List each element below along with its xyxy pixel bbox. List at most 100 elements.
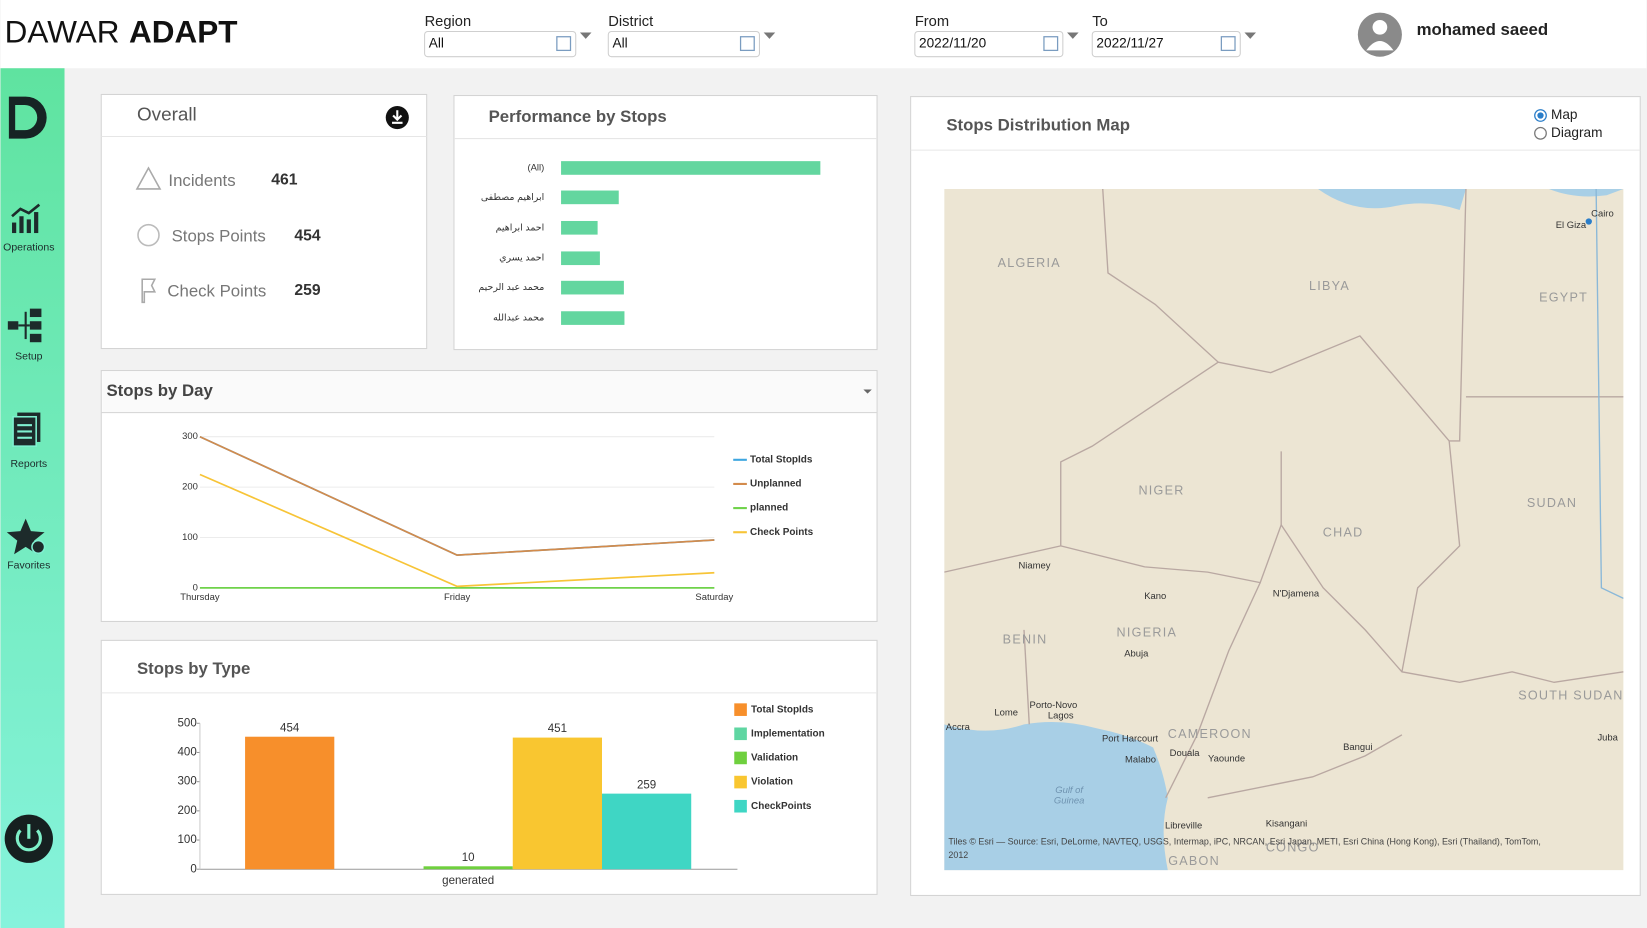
place-label: Juba: [1597, 732, 1618, 743]
y-tick-label: 400: [178, 747, 197, 759]
reports-icon[interactable]: [12, 412, 41, 447]
line-series[interactable]: [199, 473, 715, 588]
dropdown-arrow[interactable]: [763, 32, 776, 39]
brand-word: DAWAR: [5, 14, 120, 50]
y-tick-label: 200: [182, 482, 198, 493]
y-tick-label: 100: [178, 834, 197, 846]
legend-label[interactable]: Total StopIds: [750, 454, 813, 465]
nav-label[interactable]: Favorites: [7, 561, 50, 572]
dropdown-arrow[interactable]: [579, 32, 592, 39]
setup-icon[interactable]: [7, 308, 42, 343]
filter-input[interactable]: [1091, 30, 1241, 58]
legend-label[interactable]: CheckPoints: [751, 801, 812, 812]
map-attribution: 2012: [948, 850, 968, 860]
place-label: Bangui: [1343, 742, 1372, 753]
logo[interactable]: [8, 96, 47, 139]
overall-items: Incidents 461 Stops Points 454 Check Points 2…: [167, 171, 321, 300]
bar[interactable]: [245, 736, 335, 870]
avatar-head: [1372, 19, 1388, 35]
bar[interactable]: [561, 161, 821, 175]
y-tick-label: 500: [178, 717, 197, 729]
legend-swatch: [734, 727, 747, 741]
legend-label[interactable]: Validation: [751, 753, 798, 764]
kpi-label: Stops Points: [172, 227, 266, 246]
country-label: CHAD: [1323, 526, 1364, 540]
y-tick-label: 300: [178, 776, 197, 788]
filter-input[interactable]: [914, 30, 1064, 58]
kpi-label: Incidents: [168, 171, 235, 190]
line-series[interactable]: [199, 435, 715, 556]
radio-label[interactable]: Diagram: [1551, 125, 1603, 140]
legend-label[interactable]: Unplanned: [750, 479, 802, 490]
legend-swatch: [734, 751, 747, 765]
place-label: Accra: [946, 722, 971, 733]
panel-header: [102, 371, 876, 413]
stops-by-day-chart: 0 100 200 300 Thursday Friday Saturday Total St…: [180, 431, 813, 603]
place-label: Malabo: [1125, 755, 1156, 766]
data-label: 454: [280, 722, 300, 734]
avatar-body: [1366, 40, 1394, 51]
borders: [944, 188, 1624, 799]
nav-label[interactable]: Operations: [3, 243, 54, 254]
bar[interactable]: [423, 866, 513, 870]
bar[interactable]: [512, 737, 602, 870]
bar[interactable]: [561, 280, 624, 295]
filter-value: All: [612, 36, 627, 51]
place-label: Gulf of: [1055, 785, 1084, 796]
bar[interactable]: [561, 311, 625, 325]
country-label: NIGER: [1138, 484, 1184, 498]
y-tick-label: 0: [190, 863, 196, 875]
user-name[interactable]: mohamed saeed: [1417, 20, 1549, 39]
nav-label[interactable]: Setup: [15, 352, 43, 363]
panel-menu[interactable]: [863, 389, 872, 394]
filter-input[interactable]: [607, 30, 760, 58]
panel-title: Performance by Stops: [489, 107, 667, 126]
filter-label: To: [1092, 14, 1108, 30]
filter-input[interactable]: [424, 30, 577, 58]
country-label: SUDAN: [1527, 496, 1577, 510]
legend-label[interactable]: Implementation: [751, 728, 825, 739]
radio-button[interactable]: [1534, 126, 1547, 140]
map-attribution: Tiles © Esri — Source: Esri, DeLorme, NA…: [948, 836, 1540, 846]
y-tick-label: 200: [178, 805, 197, 817]
country-label: NIGERIA: [1117, 625, 1178, 639]
dropdown-arrow[interactable]: [1244, 32, 1257, 39]
sidebar-labels: Operations Setup Reports Favorites: [3, 243, 54, 572]
dropdown-arrow[interactable]: [1067, 32, 1079, 39]
place-label: Porto-Novo: [1030, 700, 1078, 711]
legend-swatch: [734, 703, 747, 716]
performance-chart: (All) ابراهيم مصطفى احمد ابراهيم احمد يسري م…: [478, 161, 821, 325]
filter-icon: [556, 36, 572, 52]
brand: DAWAR ADAPT: [5, 14, 238, 50]
operations-icon[interactable]: [11, 203, 41, 234]
checkpoint-icon: [141, 278, 157, 304]
place-label: N'Djamena: [1273, 589, 1320, 600]
bar[interactable]: [601, 793, 692, 870]
radio-label[interactable]: Map: [1551, 107, 1578, 122]
bar[interactable]: [561, 251, 600, 266]
legend-label[interactable]: Violation: [751, 777, 793, 788]
y-tick-label: محمد عبد الرحيم: [478, 282, 544, 293]
y-tick-label: ابراهيم مصطفى: [481, 192, 544, 203]
map-labels: ALGERIA LIBYA EGYPT NIGER CHAD SUDAN NIGERIA BE…: [946, 209, 1623, 869]
place-label: Yaounde: [1208, 753, 1245, 764]
kpi-value: 461: [271, 172, 298, 189]
stop-icon: [137, 223, 160, 247]
overall-panel: [100, 93, 428, 350]
radio-dot: [1537, 112, 1544, 119]
y-tick-label: احمد ابراهيم: [496, 222, 545, 233]
favorites-icon[interactable]: [6, 518, 46, 555]
map[interactable]: ALGERIA LIBYA EGYPT NIGER CHAD SUDAN NIGERIA BE…: [944, 188, 1624, 871]
country-label: CONGO: [1266, 841, 1320, 855]
bar[interactable]: [561, 190, 619, 205]
legend-label[interactable]: Check Points: [750, 527, 814, 538]
stop-point[interactable]: [1585, 218, 1592, 225]
performance-panel: [453, 95, 878, 351]
place-label: Abuja: [1124, 649, 1149, 660]
nav-label[interactable]: Reports: [10, 459, 47, 470]
sea: [1548, 188, 1624, 197]
bar[interactable]: [561, 220, 598, 235]
country-label: SOUTH SUDAN: [1518, 688, 1623, 702]
legend-label[interactable]: planned: [750, 503, 788, 514]
legend-label[interactable]: Total StopIds: [751, 704, 814, 715]
